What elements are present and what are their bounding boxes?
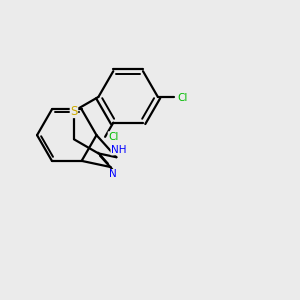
Text: NH: NH [111, 145, 127, 155]
Text: Cl: Cl [108, 132, 118, 142]
Text: Cl: Cl [177, 93, 188, 103]
Text: N: N [109, 169, 117, 179]
Text: S: S [70, 105, 78, 118]
